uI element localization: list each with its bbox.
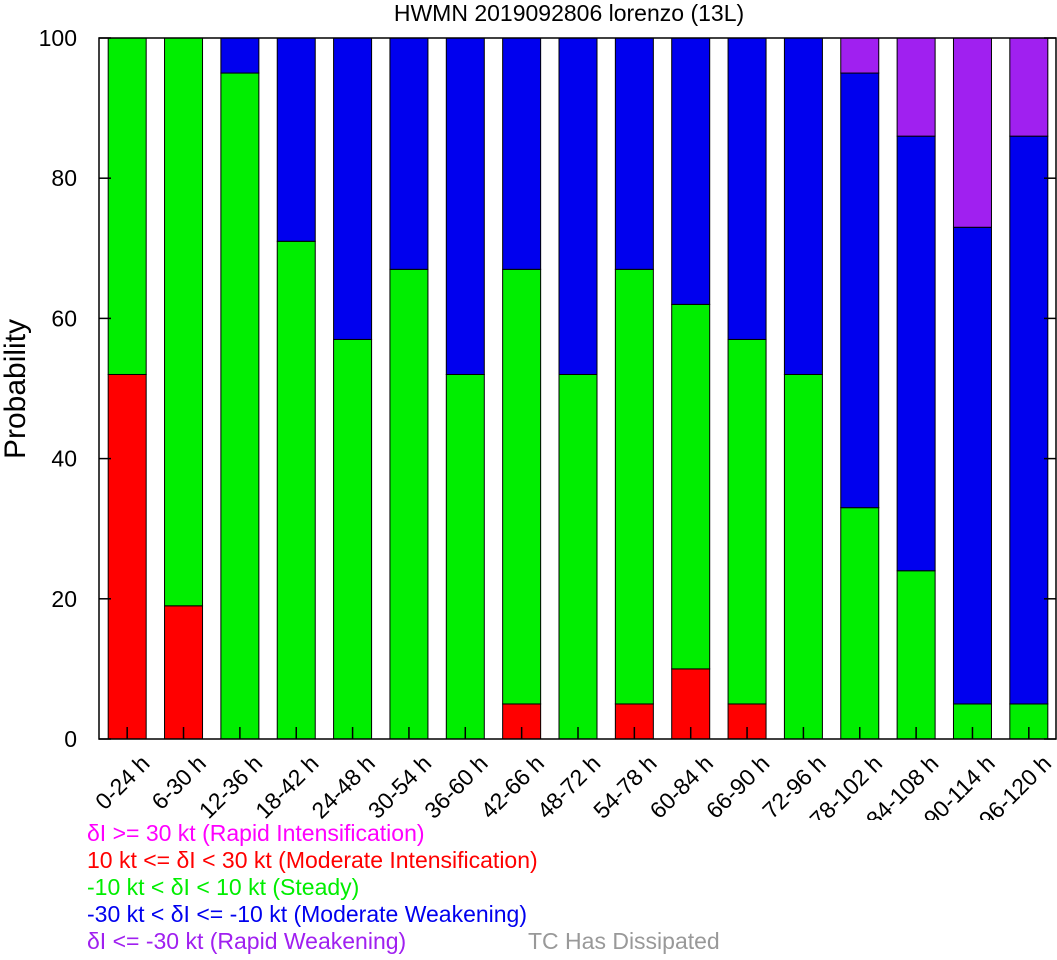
bar-steady-0-24h <box>107 37 147 375</box>
bar-mw-24-48h <box>333 37 373 340</box>
bar-rw-84-108h <box>896 37 936 137</box>
bar-steady-18-42h <box>276 240 316 740</box>
stacked-bar-chart: HWMN 2019092806 lorenzo (13L) Probabilit… <box>0 0 1057 820</box>
bar-mw-12-36h <box>220 37 260 74</box>
y-tick-label: 100 <box>39 25 77 51</box>
bar-mw-30-54h <box>389 37 429 270</box>
legend-item-rapid-weakening: δI <= -30 kt (Rapid Weakening) <box>87 928 407 954</box>
bar-steady-78-102h <box>840 507 880 740</box>
bar-mi-6-30h <box>164 605 204 740</box>
legend-item-steady: -10 kt < δI < 10 kt (Steady) <box>87 874 360 900</box>
y-tick-label: 40 <box>51 446 77 472</box>
x-tick-label: 0-24 h <box>90 750 155 815</box>
bar-mw-72-96h <box>783 37 823 375</box>
bar-mw-60-84h <box>671 37 711 305</box>
bar-mw-96-120h <box>1009 135 1049 705</box>
bar-steady-6-30h <box>164 37 204 607</box>
bar-steady-66-90h <box>727 338 767 705</box>
bar-steady-60-84h <box>671 303 711 670</box>
y-ticks-group: 0 20 40 60 80 100 <box>39 25 1056 752</box>
chart-title: HWMN 2019092806 lorenzo (13L) <box>394 0 744 26</box>
bar-mw-48-72h <box>558 37 598 375</box>
bar-steady-12-36h <box>220 72 260 740</box>
bar-mw-84-108h <box>896 135 936 572</box>
bar-steady-72-96h <box>783 373 823 740</box>
x-ticks-group: 0-24 h6-30 h12-36 h18-42 h24-48 h30-54 h… <box>90 727 1056 820</box>
dissipated-label: TC Has Dissipated <box>528 928 720 954</box>
bar-steady-48-72h <box>558 373 598 740</box>
bar-steady-54-78h <box>614 268 654 705</box>
y-tick-label: 20 <box>51 586 77 612</box>
bars-group <box>107 37 1049 740</box>
bar-mw-36-60h <box>445 37 485 375</box>
bar-rw-90-114h <box>952 37 992 228</box>
y-tick-label: 80 <box>51 165 77 191</box>
bar-steady-42-66h <box>502 268 542 705</box>
bar-steady-24-48h <box>333 338 373 740</box>
bar-mw-66-90h <box>727 37 767 340</box>
bar-mw-42-66h <box>502 37 542 270</box>
bar-steady-84-108h <box>896 570 936 740</box>
bar-mw-54-78h <box>614 37 654 270</box>
bar-rw-96-120h <box>1009 37 1049 137</box>
legend-item-moderate-weakening: -30 kt < δI <= -10 kt (Moderate Weakenin… <box>87 901 528 927</box>
legend-item-moderate-intensification: 10 kt <= δI < 30 kt (Moderate Intensific… <box>87 847 538 873</box>
y-tick-label: 0 <box>64 726 77 752</box>
y-tick-label: 60 <box>51 305 77 331</box>
legend: δI >= 30 kt (Rapid Intensification) 10 k… <box>87 820 538 955</box>
bar-steady-36-60h <box>445 373 485 740</box>
bar-rw-78-102h <box>840 37 880 74</box>
bar-mw-18-42h <box>276 37 316 242</box>
bar-mi-0-24h <box>107 373 147 740</box>
y-axis-label: Probability <box>0 319 32 459</box>
legend-item-rapid-intensification: δI >= 30 kt (Rapid Intensification) <box>87 820 425 846</box>
bar-mw-90-114h <box>952 226 992 705</box>
bar-mw-78-102h <box>840 72 880 509</box>
bar-steady-30-54h <box>389 268 429 740</box>
